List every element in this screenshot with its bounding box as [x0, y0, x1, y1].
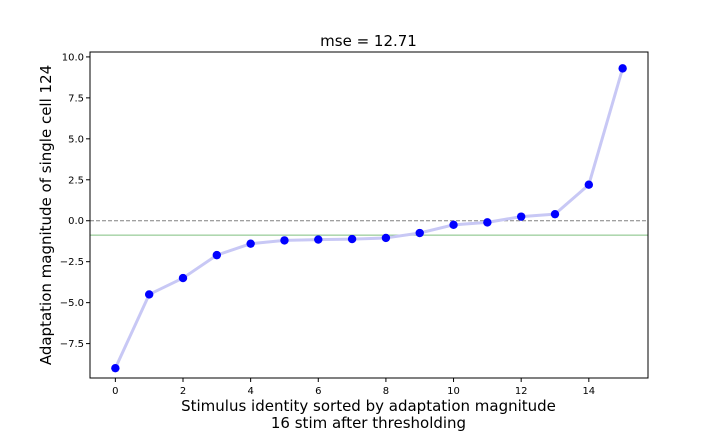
x-tick-label: 8	[383, 386, 389, 397]
data-point	[381, 233, 391, 243]
data-point	[449, 220, 458, 230]
data-point	[618, 64, 627, 73]
y-tick-label: 0.0	[68, 216, 84, 227]
series-group	[111, 64, 627, 373]
x-axis-ticks: 0 2 4 6 8 10 12 14	[112, 378, 595, 397]
data-point	[550, 209, 560, 219]
x-tick-label: 4	[247, 386, 253, 397]
data-point	[111, 363, 120, 373]
data-point	[144, 290, 154, 299]
y-tick-label: 7.5	[68, 93, 84, 104]
x-tick-label: 6	[315, 386, 321, 397]
series-line	[114, 67, 625, 369]
y-tick-label: 5.0	[68, 134, 84, 145]
data-point	[415, 228, 424, 238]
data-point	[178, 273, 188, 283]
chart-title: mse = 12.71	[320, 32, 417, 50]
x-tick-label: 10	[447, 386, 460, 397]
y-tick-label: 2.5	[68, 175, 84, 186]
data-point	[212, 250, 222, 260]
x-tick-label: 2	[180, 386, 186, 397]
data-point	[347, 234, 357, 244]
data-point	[584, 180, 594, 189]
y-axis-ticks: −7.5 −5.0 −2.5 0.0 2.5 5.0 7.5 10.0	[60, 52, 90, 350]
reference-lines	[90, 220, 648, 236]
data-point	[246, 239, 255, 248]
x-tick-label: 12	[515, 386, 528, 397]
y-axis-title: Adaptation magnitude of single cell 124	[37, 65, 55, 365]
data-point	[516, 212, 526, 221]
x-tick-label: 14	[582, 386, 595, 397]
data-point	[314, 235, 323, 244]
y-tick-label: −5.0	[60, 298, 84, 309]
x-axis-title-line-1: Stimulus identity sorted by adaptation m…	[181, 397, 556, 415]
y-tick-label: 10.0	[62, 52, 84, 63]
data-point	[483, 218, 492, 227]
data-point	[280, 236, 289, 245]
x-tick-label: 0	[112, 386, 118, 397]
x-axis-title-line-2: 16 stim after thresholding	[271, 414, 466, 432]
y-tick-label: −2.5	[60, 257, 84, 268]
plot-frame	[89, 51, 649, 379]
y-tick-label: −7.5	[60, 339, 84, 350]
